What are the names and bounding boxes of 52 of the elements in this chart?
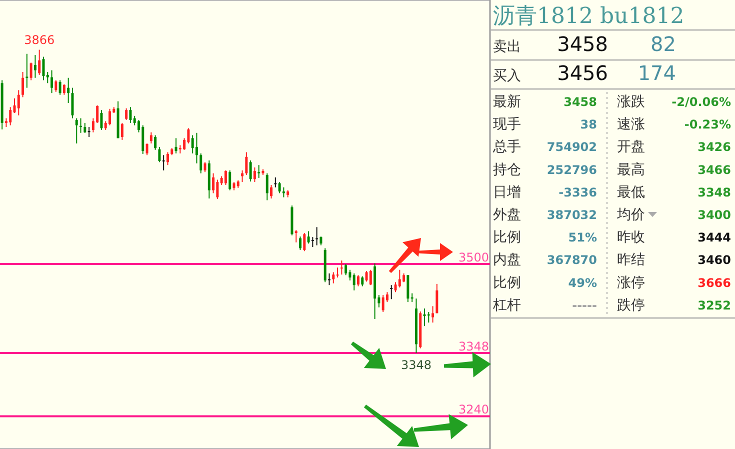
text: ----- (572, 298, 598, 312)
text: -3336 (558, 185, 597, 200)
text: 3400 (698, 208, 731, 222)
text: 开盘 (617, 139, 645, 156)
text: 外盘 (493, 207, 521, 223)
text: 174 (638, 61, 676, 85)
text: 3444 (698, 230, 731, 245)
text: 最新 (493, 94, 521, 110)
text: 754902 (546, 140, 597, 154)
text: 51% (568, 230, 597, 245)
text: 比例 (493, 230, 521, 246)
text: 均价 (616, 207, 645, 223)
text: 3458 (557, 32, 608, 56)
text: 沥青1812 bu1812 (493, 4, 684, 29)
text: 3460 (698, 253, 731, 268)
text: -2/0.06% (672, 95, 731, 109)
text: 3466 (698, 162, 731, 177)
text: 最高 (617, 162, 645, 178)
text: 38 (580, 118, 597, 132)
text: 涨停 (617, 274, 645, 291)
text: 387032 (546, 208, 597, 222)
text: 买入 (493, 68, 521, 84)
text: -0.23% (684, 118, 731, 132)
text: 速涨 (617, 116, 645, 133)
text: 跌停 (617, 297, 645, 314)
text: 3426 (698, 140, 731, 154)
text: 3458 (564, 95, 597, 109)
text: 3348 (698, 185, 731, 200)
text: 卖出 (493, 39, 521, 55)
text: 涨跌 (617, 94, 645, 110)
text: 82 (650, 32, 676, 56)
text: 内盘 (493, 252, 521, 268)
text: 比例 (493, 274, 521, 291)
text: 昨收 (617, 230, 645, 246)
annotation: 3866 (24, 32, 55, 47)
text: 3666 (698, 276, 731, 290)
text: 持仓 (493, 162, 521, 178)
text: 3252 (698, 298, 731, 312)
y-tick-label: 3240 (458, 402, 489, 417)
y-tick-label: 3348 (458, 339, 489, 354)
text: 现手 (493, 116, 521, 133)
text: 367870 (546, 253, 597, 268)
text: 昨结 (617, 252, 645, 268)
text: 3456 (557, 61, 608, 85)
text: 杠杆 (492, 297, 521, 314)
text: 最低 (617, 184, 645, 200)
text: 总手 (492, 139, 521, 156)
y-tick-label: 3500 (458, 250, 489, 265)
text: 日增 (493, 184, 521, 200)
annotation: 3348 (400, 358, 432, 372)
text: 49% (568, 276, 597, 290)
text: 252796 (546, 162, 597, 177)
